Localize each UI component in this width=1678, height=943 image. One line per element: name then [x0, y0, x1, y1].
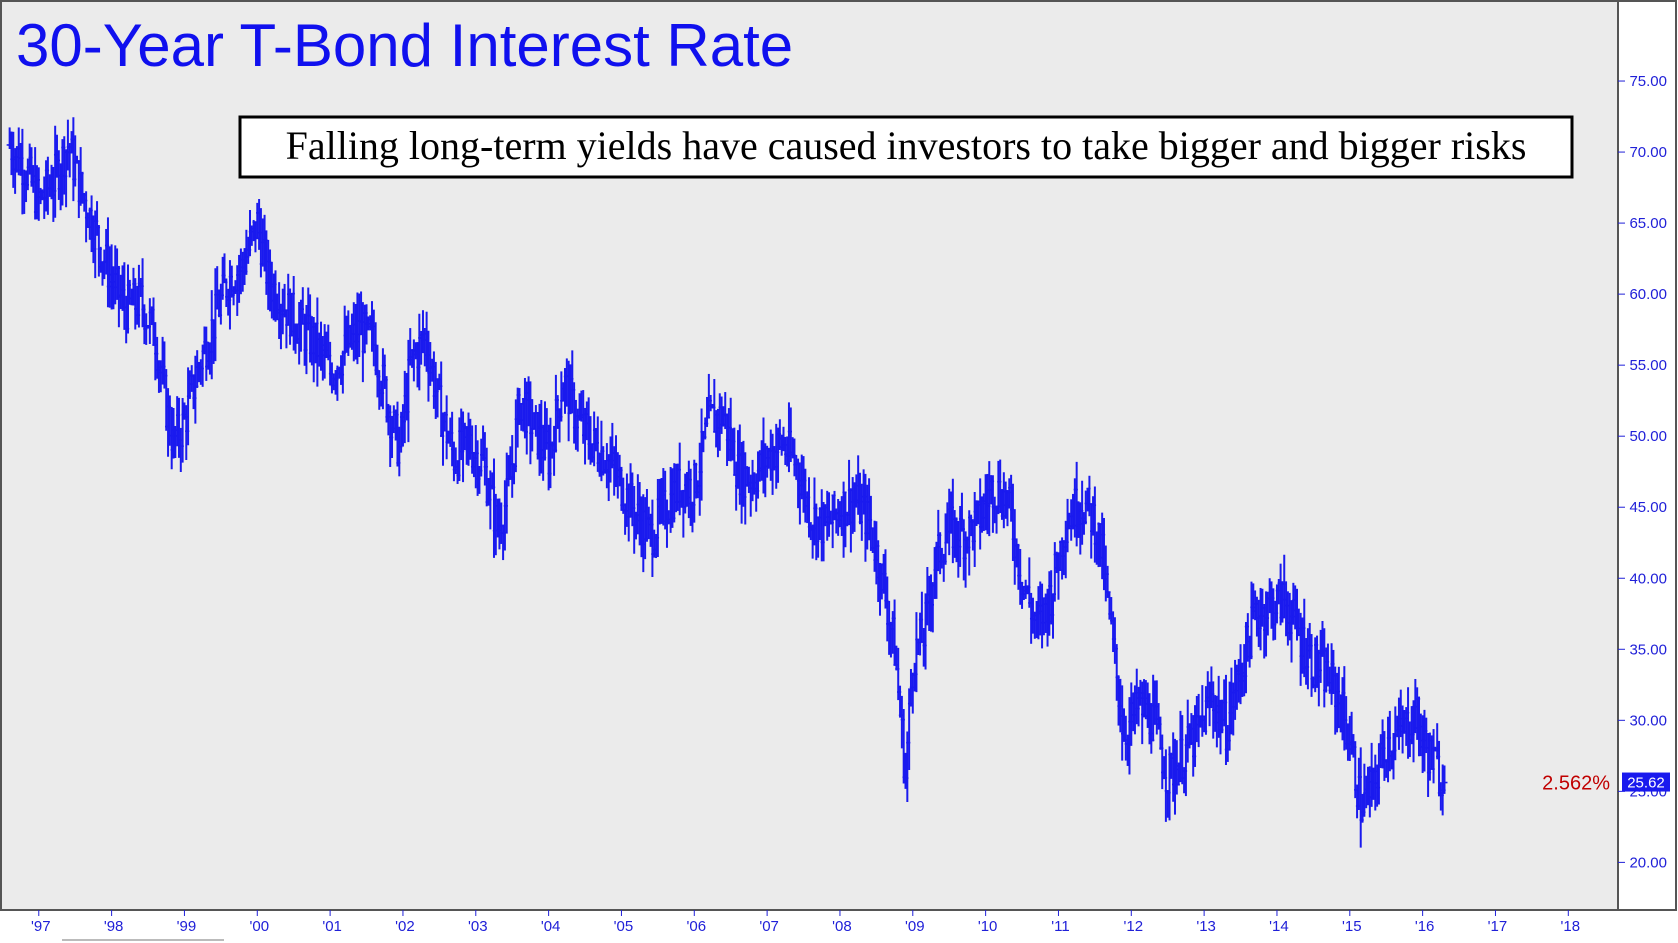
x-tick-label: '16	[1415, 918, 1435, 935]
y-tick-label: 55.00	[1629, 357, 1667, 374]
y-tick-label: 30.00	[1629, 712, 1667, 729]
x-tick-label: '15	[1342, 918, 1362, 935]
y-tick-label: 70.00	[1629, 144, 1667, 161]
x-tick-label: '99	[177, 918, 197, 935]
y-tick-label: 35.00	[1629, 641, 1667, 658]
y-tick-label: 65.00	[1629, 215, 1667, 232]
x-axis-ticks: '97 '98 '99 '00 '01 '02 '03 '04 '05 '06 '07 '08 '09 '…	[31, 910, 1580, 935]
y-tick-label: 20.00	[1629, 854, 1667, 871]
x-tick-label: '12	[1124, 918, 1144, 935]
x-tick-label: '03	[468, 918, 488, 935]
y-axis-panel	[1617, 0, 1677, 911]
x-tick-label: '98	[104, 918, 124, 935]
chart-title: 30-Year T-Bond Interest Rate	[16, 12, 793, 79]
x-tick-label: '00	[249, 918, 269, 935]
x-tick-label: '04	[541, 918, 561, 935]
y-tick-label: 50.00	[1629, 428, 1667, 445]
x-tick-label: '10	[978, 918, 998, 935]
last-value-text: 25.62	[1627, 775, 1665, 792]
x-tick-label: '97	[31, 918, 51, 935]
y-tick-label: 60.00	[1629, 286, 1667, 303]
x-tick-label: '14	[1269, 918, 1289, 935]
x-tick-label: '11	[1051, 918, 1069, 935]
price-series	[6, 117, 1448, 848]
annotation-box	[238, 115, 1574, 179]
x-tick-label: '17	[1488, 918, 1508, 935]
y-axis-ticks: 20.0025.0030.0035.0040.0045.0050.0055.00…	[1618, 73, 1667, 871]
x-tick-label: '18	[1561, 918, 1581, 935]
y-tick-label: 40.00	[1629, 570, 1667, 587]
y-tick-label: 75.00	[1629, 73, 1667, 90]
x-tick-label: '07	[759, 918, 779, 935]
x-tick-label: '05	[614, 918, 634, 935]
current-price-label: 2.562%	[1542, 773, 1610, 795]
x-tick-label: '01	[322, 918, 342, 935]
annotation-text: Falling long-term yields have caused inv…	[286, 123, 1527, 168]
x-tick-label: '06	[687, 918, 707, 935]
y-tick-label: 45.00	[1629, 499, 1667, 516]
last-value-badge	[1622, 772, 1670, 792]
x-tick-label: '09	[905, 918, 925, 935]
price-bar-last	[1441, 765, 1448, 794]
x-tick-label: '02	[395, 918, 415, 935]
x-tick-label: '13	[1196, 918, 1216, 935]
x-tick-label: '08	[832, 918, 852, 935]
